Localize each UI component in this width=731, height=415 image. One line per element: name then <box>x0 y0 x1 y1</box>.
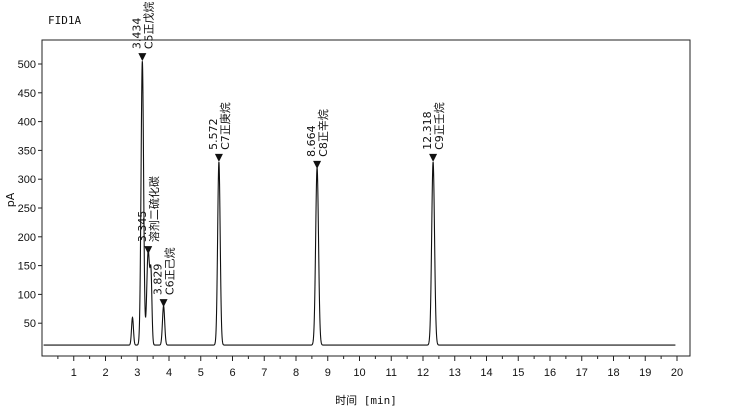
peak-rt-label-1: 3.345 <box>136 211 149 243</box>
peak-marker-1 <box>144 246 153 255</box>
x-tick-label-4: 4 <box>166 367 172 379</box>
y-tick-label-500: 500 <box>18 59 36 71</box>
peak-rt-label-5: 12.318 <box>421 111 434 150</box>
plot-frame <box>41 39 691 357</box>
peak-label-group-3: 5.572 C7正庚烷 <box>207 102 232 150</box>
peak-label-group-1: 3.345 溶剂二硫化碳 <box>136 176 161 242</box>
peak-rt-label-4: 8.664 <box>305 125 318 157</box>
peak-label-group-2: 3.829 C6正己烷 <box>152 247 177 295</box>
x-tick-label-12: 12 <box>417 367 429 379</box>
x-tick-label-5: 5 <box>198 367 204 379</box>
peak-marker-5 <box>429 153 438 162</box>
peak-marker-2 <box>159 299 168 308</box>
signal-trace <box>43 61 676 346</box>
y-tick-label-350: 350 <box>18 145 36 157</box>
x-tick-label-13: 13 <box>449 367 461 379</box>
y-tick-label-450: 450 <box>18 88 36 100</box>
peak-marker-3 <box>214 153 223 162</box>
x-tick-label-18: 18 <box>607 367 619 379</box>
y-tick-label-200: 200 <box>18 232 36 244</box>
chart-title: FID1A <box>48 14 81 27</box>
y-tick-label-50: 50 <box>24 318 36 330</box>
x-tick-label-9: 9 <box>325 367 331 379</box>
signal-trace-group <box>43 61 676 346</box>
peak-label-group-4: 8.664 C8正辛烷 <box>305 109 330 157</box>
x-tick-label-1: 1 <box>71 367 77 379</box>
peak-label-group-0: 3.434 C5正戊烷 <box>130 1 155 49</box>
y-axis-label: pA <box>4 192 17 207</box>
y-tick-label-100: 100 <box>18 289 36 301</box>
y-tick-label-400: 400 <box>18 117 36 129</box>
x-tick-label-2: 2 <box>102 367 108 379</box>
peak-name-label-3: C7正庚烷 <box>218 102 232 150</box>
x-tick-label-10: 10 <box>353 367 365 379</box>
peak-name-label-2: C6正己烷 <box>163 247 177 295</box>
y-tick-label-150: 150 <box>18 261 36 273</box>
peak-name-label-5: C9正壬烷 <box>432 102 446 150</box>
y-tick-label-300: 300 <box>18 174 36 186</box>
peak-name-label-0: C5正戊烷 <box>141 1 155 49</box>
x-tick-label-17: 17 <box>576 367 588 379</box>
peak-rt-label-3: 5.572 <box>207 118 220 150</box>
peak-rt-label-2: 3.829 <box>152 264 165 296</box>
peak-marker-4 <box>313 160 322 169</box>
x-axis-label: 时间 [min] <box>335 394 397 407</box>
x-tick-label-11: 11 <box>386 367 397 379</box>
x-tick-label-8: 8 <box>293 367 299 379</box>
peak-rt-label-0: 3.434 <box>130 18 143 50</box>
x-tick-label-15: 15 <box>512 367 524 379</box>
x-tick-label-19: 19 <box>639 367 651 379</box>
x-tick-label-20: 20 <box>671 367 683 379</box>
y-axis: 50 100 150 200 250 300 350 400 450 500 <box>18 59 42 330</box>
x-tick-label-3: 3 <box>134 367 140 379</box>
peak-marker-0 <box>138 53 147 62</box>
peak-annotations: 3.434 C5正戊烷 3.345 溶剂二硫化碳 3.829 C6正己烷 5.572 C7正庚… <box>130 1 446 308</box>
peak-label-group-5: 12.318 C9正壬烷 <box>421 102 446 150</box>
x-tick-label-16: 16 <box>544 367 556 379</box>
x-tick-label-14: 14 <box>480 367 492 379</box>
x-axis: 1 2 3 4 5 6 7 8 9 10 11 12 13 14 15 16 17 18 19 20 <box>57 356 683 379</box>
y-tick-label-250: 250 <box>18 203 36 215</box>
x-tick-label-6: 6 <box>229 367 235 379</box>
peak-name-label-4: C8正辛烷 <box>316 109 330 157</box>
peak-name-label-1: 溶剂二硫化碳 <box>147 176 161 242</box>
x-tick-label-7: 7 <box>261 367 267 379</box>
